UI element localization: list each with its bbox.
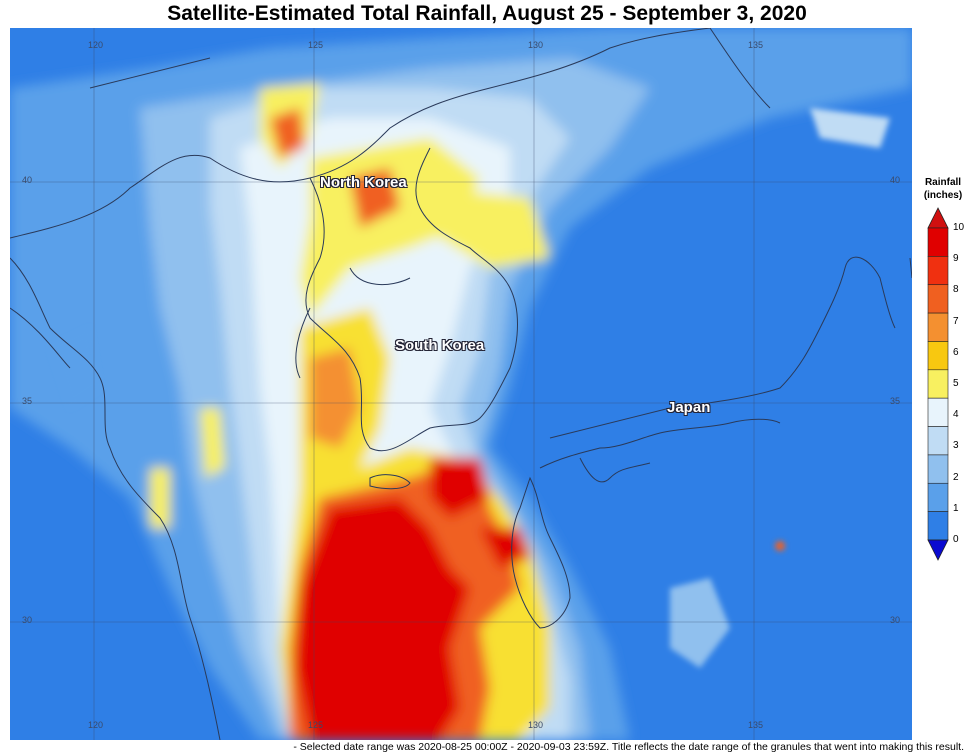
legend-bin bbox=[927, 369, 949, 399]
legend-tick-label: 9 bbox=[953, 253, 959, 265]
legend-bin bbox=[927, 284, 949, 314]
legend-bins bbox=[927, 227, 949, 541]
legend-tick-label: 4 bbox=[953, 409, 959, 421]
rainfall-legend: Rainfall (inches) 10 9 8 7 6 5 4 3 2 1 0 bbox=[912, 176, 974, 576]
coastlines bbox=[10, 28, 912, 740]
legend-bin bbox=[927, 426, 949, 456]
rainfall-map: 120 125 130 135 120 125 130 135 40 35 30… bbox=[10, 28, 912, 740]
legend-bin bbox=[927, 397, 949, 427]
lon-label-125-bottom: 125 bbox=[308, 720, 324, 730]
graticule bbox=[10, 28, 912, 740]
legend-tick-label: 2 bbox=[953, 471, 959, 483]
lon-label-135-bottom: 135 bbox=[748, 720, 764, 730]
legend-bin bbox=[927, 454, 949, 484]
lat-label-30-right: 30 bbox=[890, 615, 901, 625]
legend-under-arrow bbox=[927, 539, 949, 561]
region-label-north-korea: North Korea bbox=[320, 174, 407, 191]
lon-label-130-top: 130 bbox=[528, 40, 544, 50]
legend-bin bbox=[927, 341, 949, 371]
legend-bin bbox=[927, 227, 949, 257]
footer-note: - Selected date range was 2020-08-25 00:… bbox=[293, 741, 964, 753]
legend-tick-label: 7 bbox=[953, 315, 959, 327]
legend-tick-label: 6 bbox=[953, 346, 959, 358]
lon-label-120-bottom: 120 bbox=[88, 720, 104, 730]
lat-label-40-left: 40 bbox=[22, 175, 33, 185]
region-label-south-korea: South Korea bbox=[395, 337, 485, 354]
region-label-japan: Japan bbox=[667, 399, 711, 416]
legend-bin bbox=[927, 312, 949, 342]
lon-label-120-top: 120 bbox=[88, 40, 104, 50]
legend-tick-label: 5 bbox=[953, 378, 959, 389]
legend-title: Rainfall (inches) bbox=[912, 176, 974, 202]
legend-tick-label: 10 bbox=[953, 222, 965, 233]
map-title: Satellite-Estimated Total Rainfall, Augu… bbox=[167, 2, 807, 25]
lon-label-130-bottom: 130 bbox=[528, 720, 544, 730]
legend-bin bbox=[927, 256, 949, 286]
legend-tick-label: 1 bbox=[953, 502, 959, 514]
lat-label-35-left: 35 bbox=[22, 396, 33, 406]
lat-label-40-right: 40 bbox=[890, 175, 901, 185]
lon-label-125-top: 125 bbox=[308, 40, 324, 50]
lon-label-135-top: 135 bbox=[748, 40, 764, 50]
legend-colorbar bbox=[927, 207, 949, 561]
legend-bin bbox=[927, 511, 949, 541]
legend-tick-label: 3 bbox=[953, 440, 959, 452]
legend-bin bbox=[927, 482, 949, 512]
rainfall-field bbox=[10, 28, 912, 740]
legend-over-arrow bbox=[927, 207, 949, 229]
lat-label-30-left: 30 bbox=[22, 615, 33, 625]
legend-title-line2: (inches) bbox=[923, 190, 963, 201]
lat-label-35-right: 35 bbox=[890, 396, 901, 406]
rainfall-speckle bbox=[50, 108, 890, 668]
rainfall-map-canvas bbox=[10, 28, 912, 740]
legend-tick-label: 0 bbox=[953, 534, 959, 545]
legend-tick-label: 8 bbox=[953, 284, 959, 296]
legend-title-line1: Rainfall bbox=[924, 177, 962, 188]
